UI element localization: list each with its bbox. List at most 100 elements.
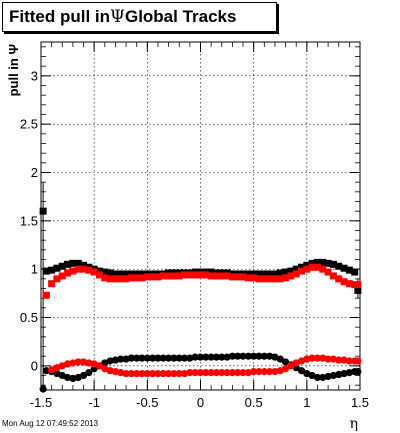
red-mean-marker bbox=[127, 274, 135, 282]
black-offset-marker bbox=[218, 353, 226, 361]
timestamp: Mon Aug 12 07:49:52 2013 bbox=[2, 419, 99, 428]
black-offset-marker bbox=[250, 352, 258, 360]
red-offset-marker bbox=[354, 357, 362, 365]
red-offset-marker bbox=[313, 354, 322, 362]
red-mean-marker bbox=[335, 275, 343, 283]
black-mean-marker bbox=[308, 259, 316, 267]
black-offset-marker bbox=[228, 352, 236, 360]
red-mean-marker bbox=[287, 272, 295, 280]
black-mean-marker bbox=[250, 270, 258, 278]
black-mean-marker bbox=[111, 270, 119, 278]
red-offset-marker bbox=[85, 359, 93, 367]
red-offset-marker bbox=[340, 356, 348, 364]
red-offset-marker bbox=[266, 368, 274, 376]
black-mean-marker bbox=[58, 262, 66, 270]
red-mean-marker bbox=[255, 275, 263, 283]
black-offset-marker bbox=[297, 367, 306, 375]
red-mean-marker bbox=[197, 271, 204, 279]
black-offset-marker bbox=[138, 354, 146, 362]
black-mean-marker bbox=[351, 268, 359, 276]
black-mean-marker bbox=[117, 270, 125, 278]
tick-labels: -1.5 -1 -0.5 0 0.5 1 1.5 0 0.5 1 1.5 2 2.5 3 bbox=[20, 68, 369, 410]
black-mean-marker bbox=[266, 270, 274, 278]
red-offset-marker bbox=[223, 369, 231, 377]
x-tick-label: -1 bbox=[88, 395, 100, 410]
y-tick-label: 0.5 bbox=[20, 310, 38, 325]
x-tick-label: 0 bbox=[197, 395, 204, 410]
black-offset-marker bbox=[196, 353, 205, 361]
black-mean-marker bbox=[64, 260, 72, 268]
red-mean-marker bbox=[228, 273, 236, 281]
red-offset-marker bbox=[244, 369, 252, 377]
red-offset-marker bbox=[117, 369, 125, 377]
red-offset-marker bbox=[281, 365, 290, 373]
red-mean-marker bbox=[90, 268, 98, 276]
red-mean-marker bbox=[191, 271, 199, 279]
red-offset-marker bbox=[324, 355, 332, 363]
black-offset-marker bbox=[127, 354, 135, 362]
red-mean-marker bbox=[276, 275, 284, 283]
black-offset-marker bbox=[63, 373, 72, 382]
black-offset-marker bbox=[281, 358, 290, 366]
red-mean-marker bbox=[159, 272, 167, 280]
red-offset-marker bbox=[111, 368, 120, 376]
red-offset-marker bbox=[95, 362, 104, 370]
red-mean-marker bbox=[80, 265, 88, 273]
black-mean-marker bbox=[127, 270, 135, 278]
black-offset-marker bbox=[266, 352, 274, 360]
black-mean-marker bbox=[335, 262, 343, 270]
red-mean-marker bbox=[303, 265, 311, 273]
red-mean-marker bbox=[271, 275, 279, 283]
red-mean-marker bbox=[250, 274, 258, 282]
black-mean-marker bbox=[303, 261, 311, 269]
black-offset-marker bbox=[319, 373, 327, 382]
black-mean-marker bbox=[345, 266, 353, 274]
title-suffix: Global Tracks bbox=[124, 7, 237, 26]
black-mean-marker bbox=[101, 268, 109, 276]
black-offset-marker bbox=[276, 355, 284, 363]
red-offset-marker bbox=[212, 369, 221, 377]
red-offset-marker bbox=[260, 368, 268, 376]
black-offset-marker bbox=[354, 368, 362, 376]
y-tick-label: 1 bbox=[31, 262, 38, 277]
red-mean-marker bbox=[106, 275, 114, 283]
black-offset-marker bbox=[143, 354, 151, 362]
black-mean-marker bbox=[69, 259, 77, 267]
red-offset-marker bbox=[154, 369, 162, 378]
red-offset-marker bbox=[234, 369, 242, 377]
x-axis-label: η bbox=[350, 416, 358, 432]
black-mean-marker bbox=[276, 269, 284, 277]
black-mean-marker bbox=[260, 270, 268, 278]
black-mean-marker bbox=[39, 207, 47, 215]
black-mean-marker bbox=[95, 267, 103, 275]
red-offset-marker bbox=[250, 368, 258, 376]
red-offset-marker bbox=[207, 369, 215, 377]
black-offset-marker bbox=[329, 371, 338, 380]
red-offset-marker bbox=[127, 369, 135, 378]
red-mean-marker bbox=[329, 272, 337, 280]
red-mean-marker bbox=[95, 271, 103, 279]
black-offset-marker bbox=[324, 372, 332, 381]
black-offset-marker bbox=[122, 355, 130, 363]
black-offset-marker bbox=[244, 352, 252, 360]
red-offset-marker bbox=[255, 368, 263, 376]
red-mean-marker bbox=[53, 275, 61, 283]
red-offset-marker bbox=[79, 358, 88, 366]
black-offset-marker bbox=[202, 353, 210, 361]
red-mean-marker bbox=[354, 281, 362, 289]
red-offset-marker bbox=[165, 369, 173, 378]
red-mean-marker bbox=[48, 280, 56, 288]
black-mean-marker bbox=[329, 260, 337, 268]
red-offset-marker bbox=[143, 369, 151, 378]
red-mean-marker bbox=[58, 272, 66, 280]
black-offset-marker bbox=[149, 354, 157, 362]
y-axis-label: pull in Ψ bbox=[6, 44, 21, 96]
red-mean-marker bbox=[212, 272, 220, 280]
black-mean-marker bbox=[42, 267, 50, 275]
black-mean-marker bbox=[133, 270, 141, 278]
red-offset-marker bbox=[133, 369, 141, 378]
red-offset-marker bbox=[345, 357, 353, 365]
y-tick-label: 2.5 bbox=[20, 117, 38, 132]
red-mean-marker bbox=[111, 275, 119, 283]
